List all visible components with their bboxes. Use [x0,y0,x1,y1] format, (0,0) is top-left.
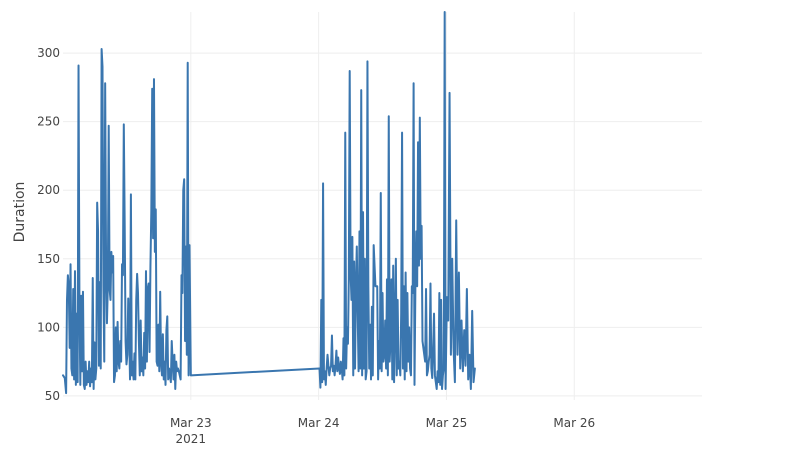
y-tick-label: 300 [37,46,60,60]
x-tick-label: Mar 24 [298,416,340,430]
y-tick-label: 100 [37,320,60,334]
x-tick-label: Mar 25 [426,416,468,430]
y-tick-label: 200 [37,183,60,197]
y-tick-label: 250 [37,115,60,129]
x-tick-sublabel: 2021 [176,432,207,446]
x-axis-ticks: Mar 23 2021 Mar 24 Mar 25 Mar 26 [170,416,595,446]
y-axis-title: Duration [12,182,28,243]
series-layer [62,11,476,395]
x-tick-label: Mar 26 [553,416,595,430]
grid [63,12,702,400]
y-tick-label: 50 [45,389,60,403]
x-tick-label: Mar 23 [170,416,212,430]
y-tick-label: 150 [37,252,60,266]
y-axis-ticks: 50 100 150 200 250 300 [37,46,60,403]
series-line-0 [62,11,476,395]
